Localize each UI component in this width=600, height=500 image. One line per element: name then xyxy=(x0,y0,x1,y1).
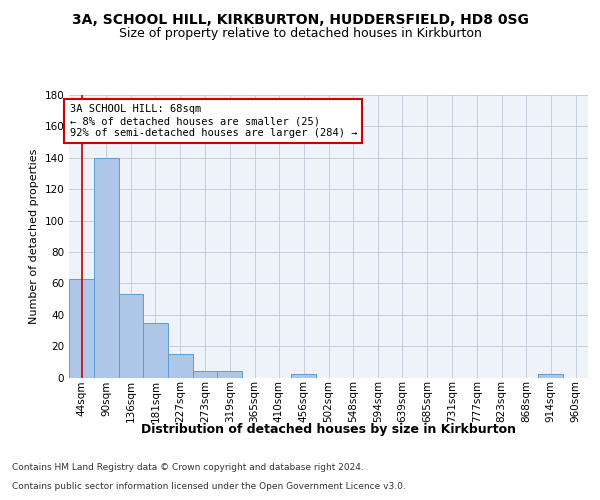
Bar xyxy=(538,374,563,378)
Bar xyxy=(143,322,168,378)
Bar xyxy=(69,278,94,378)
Text: 3A SCHOOL HILL: 68sqm
← 8% of detached houses are smaller (25)
92% of semi-detac: 3A SCHOOL HILL: 68sqm ← 8% of detached h… xyxy=(70,104,357,138)
Text: 3A, SCHOOL HILL, KIRKBURTON, HUDDERSFIELD, HD8 0SG: 3A, SCHOOL HILL, KIRKBURTON, HUDDERSFIEL… xyxy=(71,12,529,26)
Text: Contains HM Land Registry data © Crown copyright and database right 2024.: Contains HM Land Registry data © Crown c… xyxy=(12,464,364,472)
Bar xyxy=(193,371,217,378)
Y-axis label: Number of detached properties: Number of detached properties xyxy=(29,148,39,324)
Bar xyxy=(217,371,242,378)
Text: Size of property relative to detached houses in Kirkburton: Size of property relative to detached ho… xyxy=(119,28,481,40)
Bar xyxy=(119,294,143,378)
Bar xyxy=(168,354,193,378)
Text: Contains public sector information licensed under the Open Government Licence v3: Contains public sector information licen… xyxy=(12,482,406,491)
Bar xyxy=(94,158,119,378)
Bar xyxy=(291,374,316,378)
Text: Distribution of detached houses by size in Kirkburton: Distribution of detached houses by size … xyxy=(142,422,516,436)
